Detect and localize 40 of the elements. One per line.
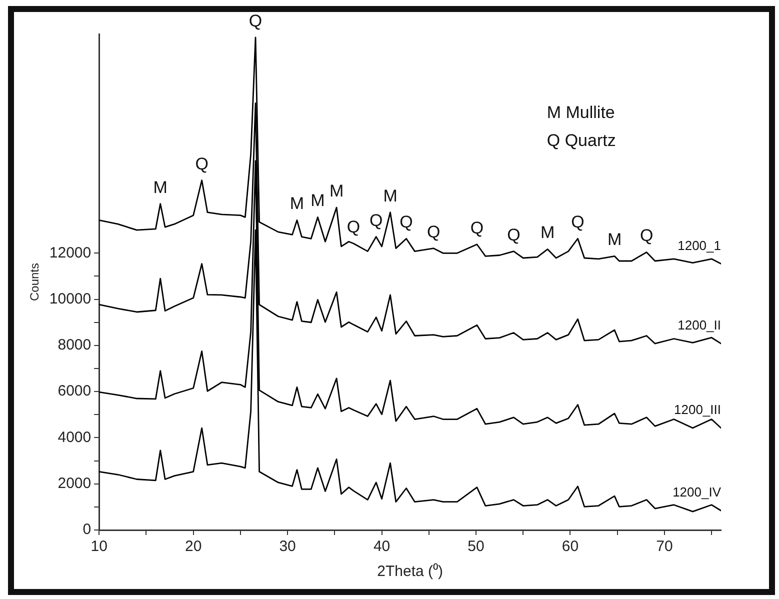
annotation: Q <box>400 212 413 232</box>
y-tick-label: 2000 <box>58 475 92 492</box>
y-tick-label: 0 <box>82 521 92 538</box>
x-tick-label: 20 <box>184 538 202 556</box>
annotation: Q <box>346 217 360 236</box>
annotation: M <box>540 223 555 242</box>
y-tick-label: 12000 <box>49 244 92 262</box>
annotation: M <box>153 178 168 197</box>
annotation: Q <box>370 210 383 230</box>
x-tick-label: 50 <box>468 538 484 556</box>
x-tick-label: 70 <box>656 538 673 556</box>
annotation: M <box>329 181 344 200</box>
x-tick-label: 60 <box>562 538 579 556</box>
x-axis-title: 2Theta (⁰) <box>377 563 443 580</box>
y-axis-title: Counts <box>28 262 42 302</box>
series-label: 1200_1 <box>678 238 721 253</box>
annotation: Q Quartz <box>546 131 616 150</box>
annotation: M <box>383 186 398 206</box>
annotation: Q <box>426 222 440 242</box>
y-tick-label: 10000 <box>49 290 92 308</box>
annotation: Q <box>640 226 654 246</box>
annotation: Q <box>571 212 584 232</box>
annotation: M <box>607 230 622 250</box>
annotation: Q <box>470 218 484 238</box>
series-label: 1200_IV <box>672 484 722 500</box>
annotation: Q <box>507 225 520 244</box>
x-tick-label: 40 <box>373 538 390 556</box>
x-tick-label: 10 <box>90 538 108 556</box>
y-tick-label: 8000 <box>58 336 92 354</box>
series-label: 1200_II <box>678 318 721 333</box>
x-tick-label: 30 <box>279 538 296 556</box>
series-label: 1200_III <box>674 402 721 418</box>
annotation: M <box>310 191 325 210</box>
annotation: M Mullite <box>546 103 615 122</box>
annotation: Q <box>195 154 208 174</box>
annotation: M <box>290 194 304 214</box>
frame: 2Theta (⁰) Counts 10 20 30 40 50 60 70 0 2000 4000 6000 8000 10000 12000 1200_1 1200_II 1200_III 1200_IV M Mullite Q Quartz M Q Q M M M Q Q M Q Q Q Q M Q M Q <box>8 6 775 595</box>
y-tick-label: 6000 <box>58 382 92 400</box>
annotation: Q <box>248 11 262 30</box>
y-tick-label: 4000 <box>58 428 92 446</box>
